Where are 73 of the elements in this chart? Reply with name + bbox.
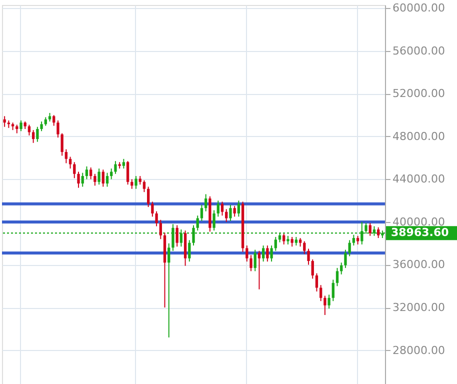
- candlestick: [3, 116, 6, 128]
- candlestick: [94, 173, 96, 186]
- candlestick: [176, 224, 178, 248]
- y-tick-label: 36000.00: [392, 258, 445, 272]
- candlestick: [73, 162, 76, 179]
- candlestick: [204, 194, 208, 212]
- candlestick: [56, 120, 60, 138]
- candlestick: [246, 245, 248, 262]
- candlestick: [85, 166, 88, 180]
- candlestick: [237, 200, 240, 218]
- candlestick: [134, 176, 138, 190]
- candlestick: [32, 130, 35, 144]
- candlestick: [368, 222, 372, 236]
- ref-line-label: 38963.60: [391, 226, 450, 240]
- candlestick: [266, 245, 269, 262]
- candlestick: [89, 166, 92, 180]
- candlestick: [159, 219, 162, 240]
- candlestick: [307, 248, 310, 266]
- candlestick: [311, 258, 314, 280]
- candlestick: [102, 169, 104, 188]
- candlestick: [319, 284, 322, 302]
- candlestick: [303, 240, 306, 255]
- y-tick-label: 60000.00: [392, 2, 445, 15]
- candlestick: [151, 201, 154, 218]
- candlestick: [233, 205, 236, 218]
- candlestick: [155, 210, 158, 227]
- candlestick: [328, 294, 330, 310]
- candlestick: [64, 148, 68, 164]
- candlestick: [126, 160, 130, 186]
- candlestick: [77, 171, 80, 188]
- candlestick: [250, 254, 252, 272]
- candlestick: [60, 132, 64, 156]
- candlestick: [81, 172, 84, 188]
- candlestick: [114, 160, 117, 174]
- candlestick: [336, 267, 339, 287]
- y-tick-label: 28000.00: [392, 344, 445, 357]
- y-tick-label: 56000.00: [392, 44, 445, 58]
- candlestick: [146, 186, 150, 208]
- candlestick: [36, 126, 39, 142]
- candlestick: [258, 250, 261, 290]
- candlestick: [220, 201, 224, 216]
- y-tick-label: 44000.00: [392, 172, 445, 186]
- candlestick: [40, 121, 43, 132]
- candlestick: [254, 249, 256, 272]
- candlestick: [20, 120, 22, 132]
- candlestick: [352, 234, 356, 246]
- candlestick: [332, 279, 334, 302]
- candlestick: [270, 245, 273, 262]
- candlestick: [188, 240, 191, 262]
- candlestick: [229, 204, 232, 222]
- candlestick: [52, 114, 56, 126]
- candlestick: [68, 156, 72, 170]
- y-tick-label: 48000.00: [392, 130, 445, 143]
- candlestick: [376, 226, 380, 239]
- y-tick-label: 32000.00: [392, 301, 445, 314]
- candlestick: [196, 215, 199, 232]
- candlestick: [98, 168, 100, 186]
- y-tick-label: 52000.00: [392, 87, 445, 100]
- candlestick: [212, 210, 216, 232]
- candlestick: [324, 295, 326, 316]
- candlestick: [122, 158, 126, 170]
- candlestick: [290, 236, 294, 248]
- candlestick: [216, 200, 220, 218]
- candlestick: [348, 240, 351, 257]
- candlestick: [106, 172, 109, 188]
- candlestick: [168, 242, 170, 338]
- candlestick: [274, 236, 277, 252]
- candlestick: [344, 249, 347, 268]
- candlestick: [200, 204, 204, 222]
- candlestick: [315, 272, 318, 292]
- candlestick: [142, 180, 146, 193]
- candlestick: [262, 245, 265, 262]
- y-tick-label: 40000.00: [392, 215, 445, 228]
